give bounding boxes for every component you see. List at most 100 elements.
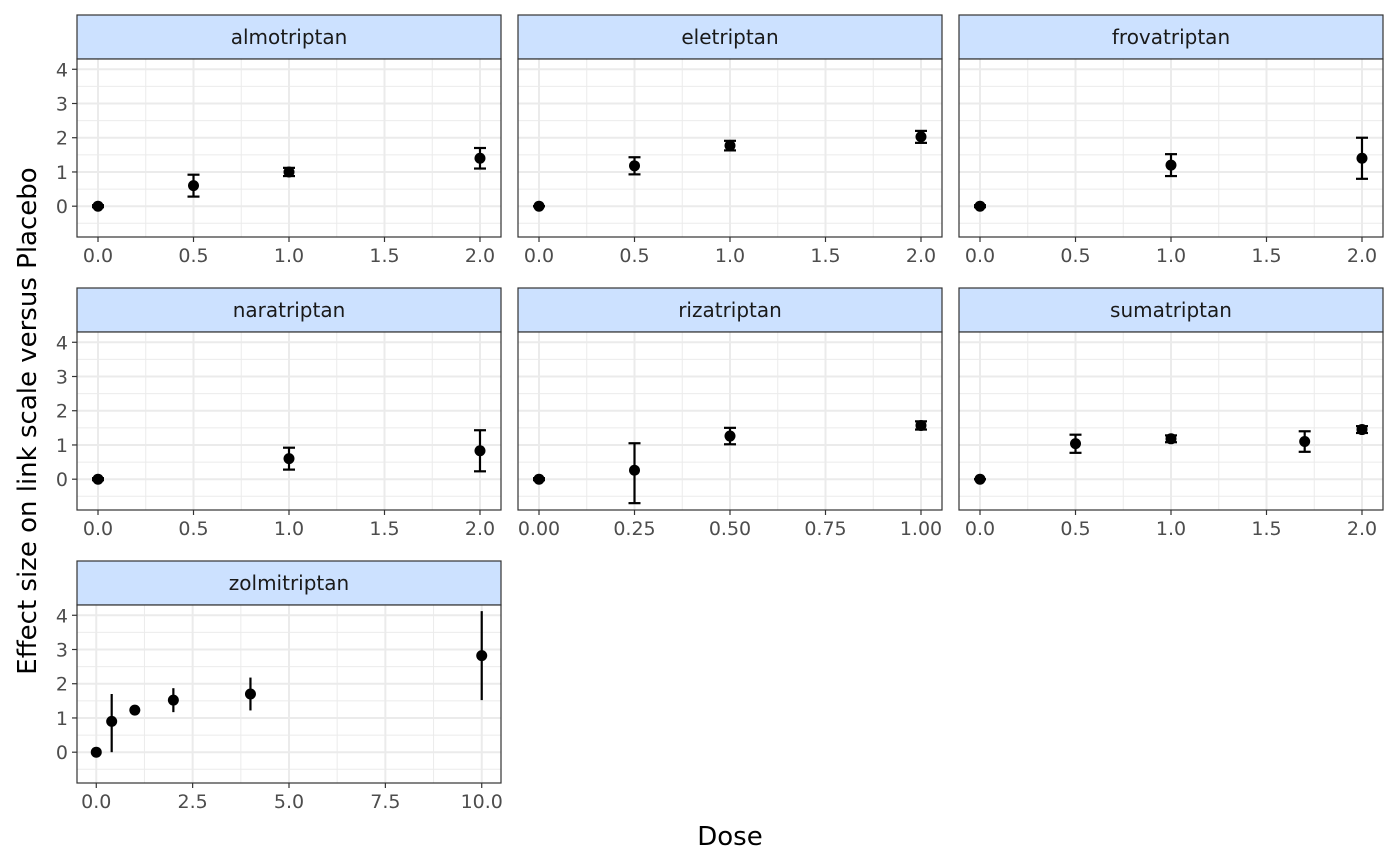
facet-sumatriptan: sumatriptan 0.0 0.5 1.0 1.5 2.0 — [958, 287, 1384, 540]
x-tick-label: 0.00 — [518, 518, 560, 540]
y-tick-label: 0 — [56, 469, 68, 491]
y-tick-label: 1 — [56, 162, 68, 184]
x-tick-label: 1.5 — [810, 245, 840, 267]
data-point — [1355, 136, 1368, 180]
x-tick-label: 2.5 — [178, 791, 208, 813]
facet-strip-label: frovatriptan — [1112, 25, 1230, 49]
x-tick-label: 1.5 — [369, 245, 399, 267]
point-estimate — [915, 131, 927, 143]
point-estimate — [474, 445, 486, 457]
x-tick-label: 1.5 — [1251, 518, 1281, 540]
x-tick-label: 0.5 — [178, 518, 208, 540]
x-tick-label: 0.0 — [524, 245, 554, 267]
y-tick-label: 4 — [56, 59, 68, 81]
x-tick-label: 0.25 — [613, 518, 655, 540]
facet-zolmitriptan: zolmitriptan 0.0 2.5 5.0 7.5 10.0 0 1 2 3 4 — [56, 560, 503, 813]
data-point — [1069, 433, 1082, 454]
x-tick-label: 1.5 — [369, 518, 399, 540]
data-point — [628, 442, 641, 505]
data-point — [187, 173, 200, 198]
point-estimate — [629, 160, 641, 172]
facet-almotriptan: almotriptan 0.0 0.5 1.0 1.5 2.0 0 1 2 3 4 — [56, 14, 502, 267]
point-estimate — [533, 473, 545, 485]
facet-strip-label: zolmitriptan — [229, 571, 349, 595]
x-tick-label: 0.0 — [83, 518, 113, 540]
x-tick-label: 0.5 — [1060, 518, 1090, 540]
x-tick-label: 0.0 — [83, 245, 113, 267]
point-estimate — [129, 704, 141, 716]
point-estimate — [1070, 438, 1082, 450]
facet-strip-label: sumatriptan — [1110, 298, 1232, 322]
point-estimate — [283, 166, 295, 178]
point-estimate — [244, 688, 256, 700]
point-estimate — [1356, 152, 1368, 164]
point-estimate — [724, 140, 736, 152]
x-tick-label: 1.0 — [274, 245, 304, 267]
x-tick-label: 2.0 — [906, 245, 936, 267]
y-tick-label: 2 — [56, 128, 68, 150]
facet-naratriptan: naratriptan 0.0 0.5 1.0 1.5 2.0 0 1 2 3 4 — [56, 287, 502, 540]
data-point — [724, 426, 736, 446]
data-point — [1165, 153, 1177, 178]
y-tick-label: 4 — [56, 332, 68, 354]
facet-strip-label: naratriptan — [233, 298, 346, 322]
point-estimate — [476, 650, 488, 662]
facet-rizatriptan: rizatriptan 0.00 0.25 0.50 0.75 1.00 — [517, 287, 943, 540]
data-point — [244, 677, 256, 711]
data-point — [628, 156, 641, 176]
data-point — [90, 746, 102, 758]
x-tick-label: 1.5 — [1251, 245, 1281, 267]
x-tick-label: 0.50 — [709, 518, 751, 540]
x-tick-label: 1.00 — [900, 518, 942, 540]
y-tick-label: 1 — [56, 708, 68, 730]
y-tick-label: 3 — [56, 640, 68, 662]
facet-strip — [958, 14, 1384, 60]
data-point — [1165, 433, 1177, 445]
point-estimate — [474, 152, 486, 164]
x-tick-label: 2.0 — [1347, 245, 1377, 267]
x-tick-label: 1.0 — [1156, 245, 1186, 267]
facet-strip — [517, 14, 943, 60]
point-estimate — [188, 180, 200, 192]
point-estimate — [629, 464, 641, 476]
x-tick-label: 0.5 — [1060, 245, 1090, 267]
point-estimate — [90, 746, 102, 758]
x-tick-label: 10.0 — [461, 791, 503, 813]
y-tick-label: 3 — [56, 367, 68, 389]
data-point — [167, 688, 179, 713]
data-point — [1298, 430, 1311, 453]
point-estimate — [283, 453, 295, 465]
y-tick-label: 0 — [56, 742, 68, 764]
data-point — [533, 200, 546, 212]
point-estimate — [1165, 433, 1177, 445]
point-estimate — [533, 200, 545, 212]
data-point — [283, 446, 295, 471]
facet-strip-label: rizatriptan — [678, 298, 782, 322]
data-point — [92, 200, 105, 212]
data-point — [473, 146, 486, 170]
point-estimate — [1356, 424, 1368, 436]
y-tick-label: 2 — [56, 401, 68, 423]
data-point — [129, 704, 141, 716]
facet-eletriptan: eletriptan 0.0 0.5 1.0 1.5 2.0 — [517, 14, 943, 267]
x-tick-label: 0.5 — [619, 245, 649, 267]
data-point — [533, 473, 546, 485]
point-estimate — [974, 200, 986, 212]
x-tick-label: 0.75 — [804, 518, 846, 540]
point-estimate — [106, 715, 118, 727]
facet-strip — [76, 14, 502, 60]
facet-strip-label: almotriptan — [231, 25, 348, 49]
point-estimate — [724, 430, 736, 442]
point-estimate — [1165, 159, 1177, 171]
x-tick-label: 1.0 — [715, 245, 745, 267]
facet-frovatriptan: frovatriptan 0.0 0.5 1.0 1.5 2.0 — [958, 14, 1384, 267]
x-tick-label: 5.0 — [274, 791, 304, 813]
facet-strip — [76, 560, 502, 606]
point-estimate — [167, 694, 179, 706]
x-tick-label: 2.0 — [465, 518, 495, 540]
y-tick-label: 2 — [56, 674, 68, 696]
y-tick-label: 3 — [56, 94, 68, 116]
facet-strip-label: eletriptan — [681, 25, 778, 49]
data-point — [92, 473, 105, 485]
